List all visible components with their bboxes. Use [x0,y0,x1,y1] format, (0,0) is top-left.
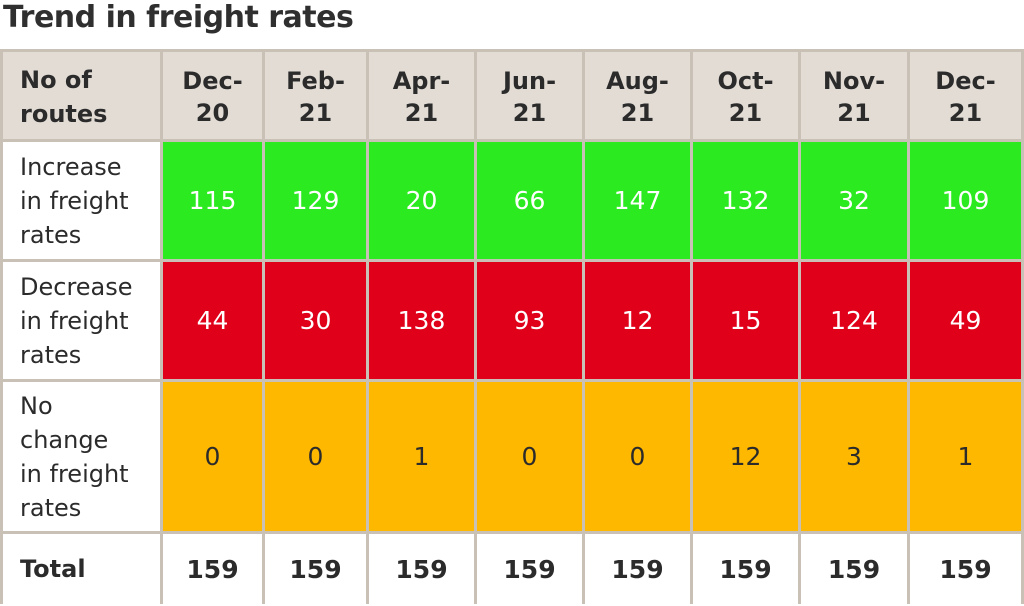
total-cell: 159 [693,534,798,604]
data-cell: 30 [265,262,366,379]
row-label: No change in freight rates [3,382,160,531]
row-label: Total [3,534,160,604]
column-header: Dec- 21 [910,52,1021,139]
total-cell: 159 [265,534,366,604]
data-cell: 1 [369,382,474,531]
data-cell: 0 [585,382,690,531]
data-cell: 124 [801,262,907,379]
column-header: Feb- 21 [265,52,366,139]
column-header: Nov- 21 [801,52,907,139]
total-cell: 159 [585,534,690,604]
data-cell: 12 [585,262,690,379]
data-cell: 147 [585,142,690,259]
data-cell: 93 [477,262,582,379]
data-cell: 0 [265,382,366,531]
data-cell: 129 [265,142,366,259]
data-cell: 12 [693,382,798,531]
chart-title: Trend in freight rates [3,0,354,35]
column-header: Oct- 21 [693,52,798,139]
total-cell: 159 [801,534,907,604]
data-cell: 1 [910,382,1021,531]
total-cell: 159 [369,534,474,604]
data-cell: 20 [369,142,474,259]
row-label: Decrease in freight rates [3,262,160,379]
total-cell: 159 [910,534,1021,604]
data-cell: 15 [693,262,798,379]
data-cell: 44 [163,262,262,379]
total-cell: 159 [477,534,582,604]
row-label: Increase in freight rates [3,142,160,259]
data-cell: 138 [369,262,474,379]
freight-rates-table: No of routes Dec- 20 Feb- 21 Apr- 21 Jun- 21… [0,49,1024,604]
column-header: Aug- 21 [585,52,690,139]
data-cell: 3 [801,382,907,531]
data-cell: 49 [910,262,1021,379]
data-cell: 66 [477,142,582,259]
total-cell: 159 [163,534,262,604]
data-cell: 32 [801,142,907,259]
data-cell: 115 [163,142,262,259]
data-cell: 0 [163,382,262,531]
row-header-label: No of routes [3,52,160,139]
column-header: Apr- 21 [369,52,474,139]
column-header: Jun- 21 [477,52,582,139]
data-cell: 132 [693,142,798,259]
data-cell: 0 [477,382,582,531]
column-header: Dec- 20 [163,52,262,139]
data-cell: 109 [910,142,1021,259]
